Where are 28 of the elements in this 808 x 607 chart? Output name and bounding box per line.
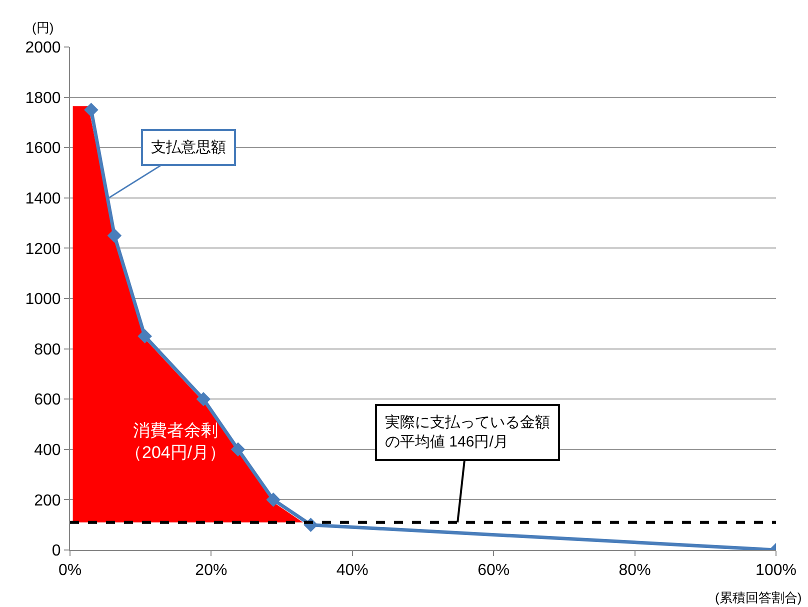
y-tick-label: 600 (34, 392, 61, 409)
y-tick-label: 1600 (25, 140, 61, 158)
x-tick-label: 20% (195, 562, 228, 580)
x-tick-label: 100% (756, 562, 796, 580)
x-tick-label: 40% (336, 562, 368, 580)
x-tick-label: 80% (618, 562, 651, 580)
point (84, 102, 98, 118)
y-tick-label: 1200 (25, 240, 61, 258)
x-axis-title: (累積回答割合) (715, 590, 802, 605)
y-axis-title: (円) (32, 20, 54, 35)
point (266, 492, 280, 507)
y-tick-label: 1000 (25, 291, 61, 308)
annotation: 実際に支払っている金額の平均値 146円/月 (385, 414, 550, 450)
x-tick-label: 60% (478, 562, 510, 580)
y-tick-label: 1800 (25, 90, 61, 107)
point (230, 442, 246, 457)
y-tick-label: 0 (52, 542, 61, 560)
y-tick-label: 400 (34, 442, 61, 459)
x-tick-label: 0% (58, 562, 82, 580)
point (138, 329, 152, 344)
y-tick-label: 200 (34, 492, 61, 510)
y-tick-label: 800 (34, 341, 61, 358)
point (107, 228, 122, 243)
point (196, 392, 211, 406)
y-tick-label: 1400 (25, 190, 61, 208)
y-tick-label: 2000 (25, 40, 61, 57)
annotation: 支払意思額 (151, 139, 226, 156)
annotation: 消費者余剰（204円/月） (125, 421, 226, 462)
